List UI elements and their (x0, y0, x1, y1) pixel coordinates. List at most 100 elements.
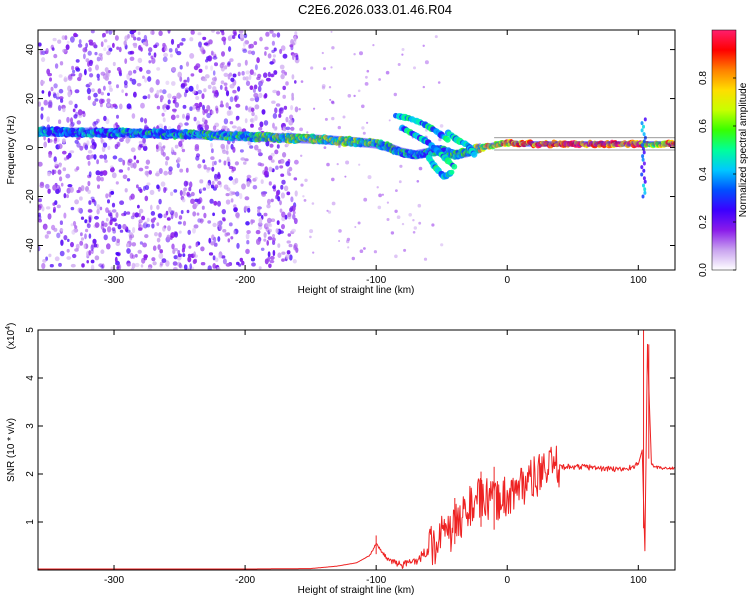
spectrogram-noise-point (268, 181, 272, 186)
spectrogram-noise-point (293, 35, 297, 42)
spectrogram-noise-point (126, 211, 131, 215)
spectrogram-noise-point (363, 197, 368, 202)
spectrogram-noise-point (219, 84, 223, 90)
spectrogram-noise-point (185, 167, 189, 173)
spectrogram-noise-point (413, 226, 417, 230)
spectrogram-noise-point (266, 204, 271, 209)
spectrogram-noise-point (225, 102, 229, 108)
spectrogram-noise-point (184, 122, 189, 126)
spectrogram-noise-point (255, 229, 261, 235)
spectrogram-noise-point (213, 236, 217, 243)
spectrogram-noise-point (245, 248, 250, 255)
spectrogram-noise-point (213, 200, 218, 206)
spectrogram-noise-point (292, 259, 297, 264)
spectrogram-noise-point (279, 64, 285, 70)
spectrogram-noise-point (287, 233, 292, 237)
spectrogram-noise-point (194, 146, 200, 152)
spectrogram-noise-point (87, 95, 92, 101)
spectrogram-noise-point (279, 165, 284, 169)
spectrogram-noise-point (223, 72, 229, 77)
spectrogram-noise-point (178, 262, 182, 269)
spectrogram-noise-point (193, 258, 198, 264)
spectrogram-noise-point (225, 263, 231, 267)
spectrogram-noise-point (59, 250, 65, 257)
spectrogram-noise-point (229, 190, 234, 196)
spectrogram-noise-point (212, 212, 216, 217)
spectrogram-noise-point (88, 39, 94, 44)
spectrogram-noise-point (257, 222, 263, 227)
spectrogram-noise-point (282, 152, 287, 158)
spectrogram-noise-point (193, 116, 197, 122)
spectrogram-noise-point (275, 190, 280, 197)
spectrogram-noise-point (347, 94, 352, 98)
spectrogram-noise-point (91, 88, 95, 93)
spectrogram-noise-point (88, 171, 92, 177)
spectrogram-noise-point (67, 74, 73, 81)
spectrogram-noise-point (86, 140, 90, 146)
spectrogram-noise-point (195, 96, 200, 100)
spectrogram-noise-point (49, 264, 54, 268)
spectrogram-noise-point (234, 177, 239, 184)
spectrogram-noise-point (202, 159, 206, 164)
spectrogram-noise-point (119, 103, 123, 110)
spectrogram-noise-point (150, 55, 154, 59)
spectrogram-noise-point (221, 51, 225, 57)
spectrogram-noise-point (108, 85, 112, 89)
spectrogram-noise-point (79, 145, 84, 151)
spectrogram-noise-point (162, 56, 168, 63)
spectrogram-noise-point (264, 46, 269, 50)
spectrogram-noise-point (177, 221, 182, 225)
spectrogram-noise-point (44, 234, 49, 239)
spectrogram-noise-point (40, 106, 44, 111)
spectrogram-noise-point (354, 226, 357, 228)
spectrogram-noise-point (394, 254, 398, 259)
spectrogram-noise-point (188, 85, 194, 92)
spectrogram-noise-point (172, 261, 178, 266)
spectrogram-noise-point (187, 256, 192, 263)
spectrogram-noise-point (107, 145, 111, 150)
spectrogram-noise-point (272, 54, 276, 58)
spectrogram-noise-point (71, 65, 75, 71)
spectrogram-noise-point (100, 55, 103, 61)
spectrogram-noise-point (127, 158, 133, 163)
spectrogram-noise-point (65, 44, 70, 50)
spectrogram-noise-point (331, 116, 335, 121)
spectrogram-noise-point (253, 41, 258, 46)
spectrogram-noise-point (234, 95, 238, 102)
spectrogram-noise-point (70, 223, 74, 227)
spectrogram-noise-point (53, 83, 58, 89)
spectrogram-noise-point (156, 222, 160, 227)
spectrogram-noise-point (196, 107, 201, 113)
spectrogram-noise-point (49, 77, 52, 82)
spectrogram-noise-point (147, 76, 152, 82)
spectrogram-noise-point (133, 91, 137, 98)
figure-title: C2E6.2026.033.01.46.R04 (298, 2, 452, 17)
spectrogram-noise-point (174, 231, 179, 238)
spectrogram-noise-point (52, 209, 56, 213)
spectrogram-noise-point (174, 211, 178, 219)
spectrogram-noise-point (105, 207, 109, 214)
spectrogram-noise-point (74, 103, 78, 109)
spectrogram-noise-point (47, 188, 51, 194)
colorbar-label: Normalized spectral amplitude (738, 82, 749, 217)
spectrogram-noise-point (169, 235, 173, 240)
spectrogram-noise-point (66, 194, 69, 199)
spectrogram-noise-point (247, 107, 253, 113)
spectrogram-noise-point (96, 175, 101, 182)
spectrogram-noise-point (76, 142, 81, 148)
spectrogram-noise-point (136, 159, 140, 164)
spectrogram-noise-point (292, 213, 296, 220)
spectrogram-noise-point (87, 208, 93, 213)
spectrogram-noise-point (253, 84, 258, 90)
spectrogram-noise-point (214, 160, 217, 166)
spectrogram-noise-point (165, 260, 170, 267)
spectrogram-noise-point (105, 217, 109, 222)
spectrogram-noise-point (269, 143, 274, 148)
spectrogram-noise-point (274, 107, 278, 114)
spectrogram-x-tick-label: -300 (104, 275, 124, 286)
colorbar-tick-label: 0.0 (698, 263, 709, 277)
spectrogram-noise-point (55, 188, 60, 194)
spectrogram-noise-point (249, 85, 254, 90)
spectrogram-noise-point (83, 53, 86, 60)
spectrogram-noise-point (279, 208, 283, 213)
